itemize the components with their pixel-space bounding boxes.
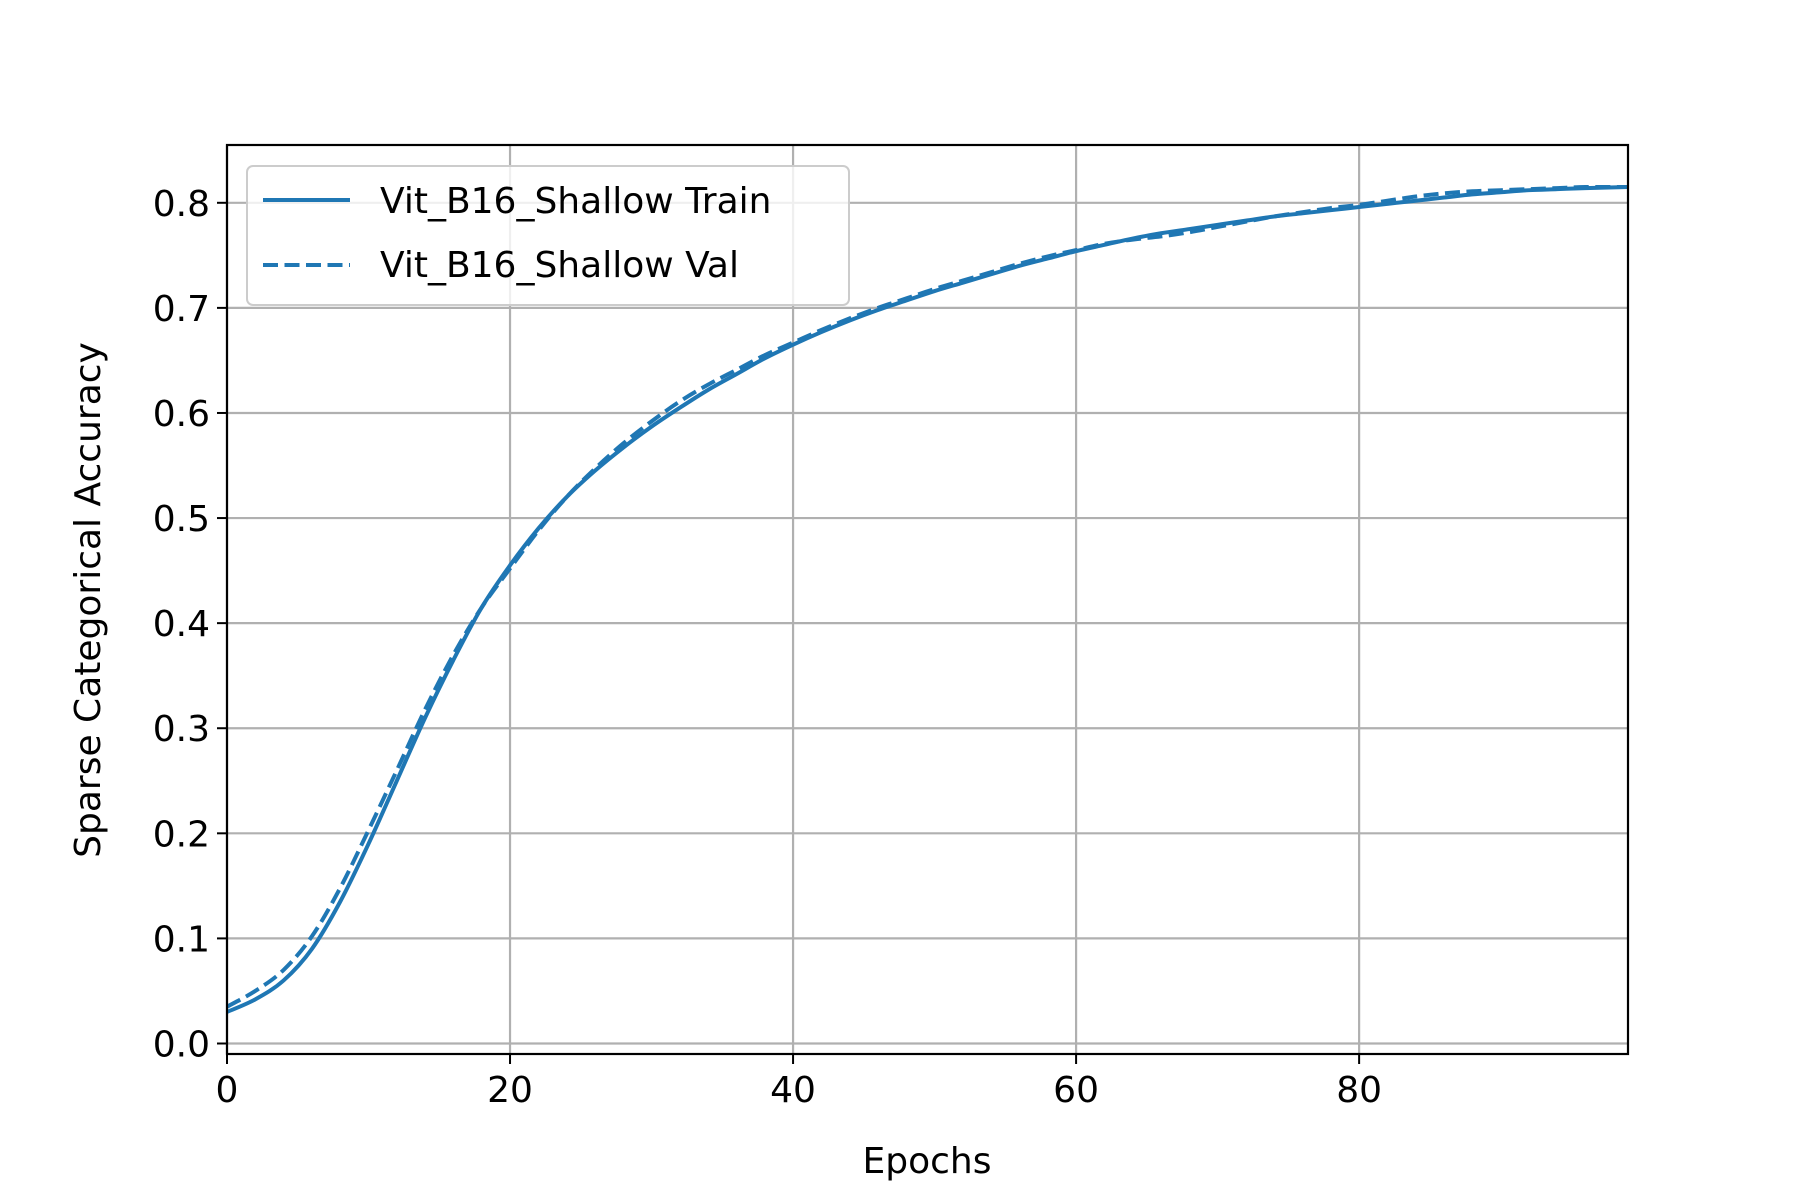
series-layer xyxy=(227,184,1628,1014)
x-tick-label: 80 xyxy=(1336,1070,1382,1111)
x-tick-label: 60 xyxy=(1053,1070,1099,1111)
y-tick-label: 0.7 xyxy=(153,289,210,330)
x-axis-label: Epochs xyxy=(863,1141,992,1182)
y-tick-label: 0.4 xyxy=(153,604,210,645)
x-tick-label: 40 xyxy=(770,1070,816,1111)
y-tick-label: 0.8 xyxy=(153,184,210,225)
y-tick-label: 0.6 xyxy=(153,394,210,435)
y-tick-label: 0.3 xyxy=(153,709,210,750)
y-tick-label: 0.1 xyxy=(153,919,210,960)
x-tick-label: 20 xyxy=(487,1070,533,1111)
legend-frame xyxy=(246,165,850,306)
legend: Vit_B16_Shallow Train Vit_B16_Shallow Va… xyxy=(246,165,850,306)
y-axis-label: Sparse Categorical Accuracy xyxy=(68,342,109,858)
series-line-val xyxy=(227,184,1628,1009)
ticks: 0 20 40 60 80 0.0 0.1 0.2 0.3 0.4 0.5 0.6 0.7 0.8 xyxy=(153,184,1382,1111)
legend-label-train: Vit_B16_Shallow Train xyxy=(380,181,771,222)
x-tick-label: 0 xyxy=(216,1070,239,1111)
series-line-train xyxy=(227,185,1628,1014)
legend-label-val: Vit_B16_Shallow Val xyxy=(380,245,739,286)
y-tick-label: 0.2 xyxy=(153,814,210,855)
y-tick-label: 0.0 xyxy=(153,1024,210,1065)
axes-frame xyxy=(225,143,1630,1056)
y-tick-label: 0.5 xyxy=(153,499,210,540)
